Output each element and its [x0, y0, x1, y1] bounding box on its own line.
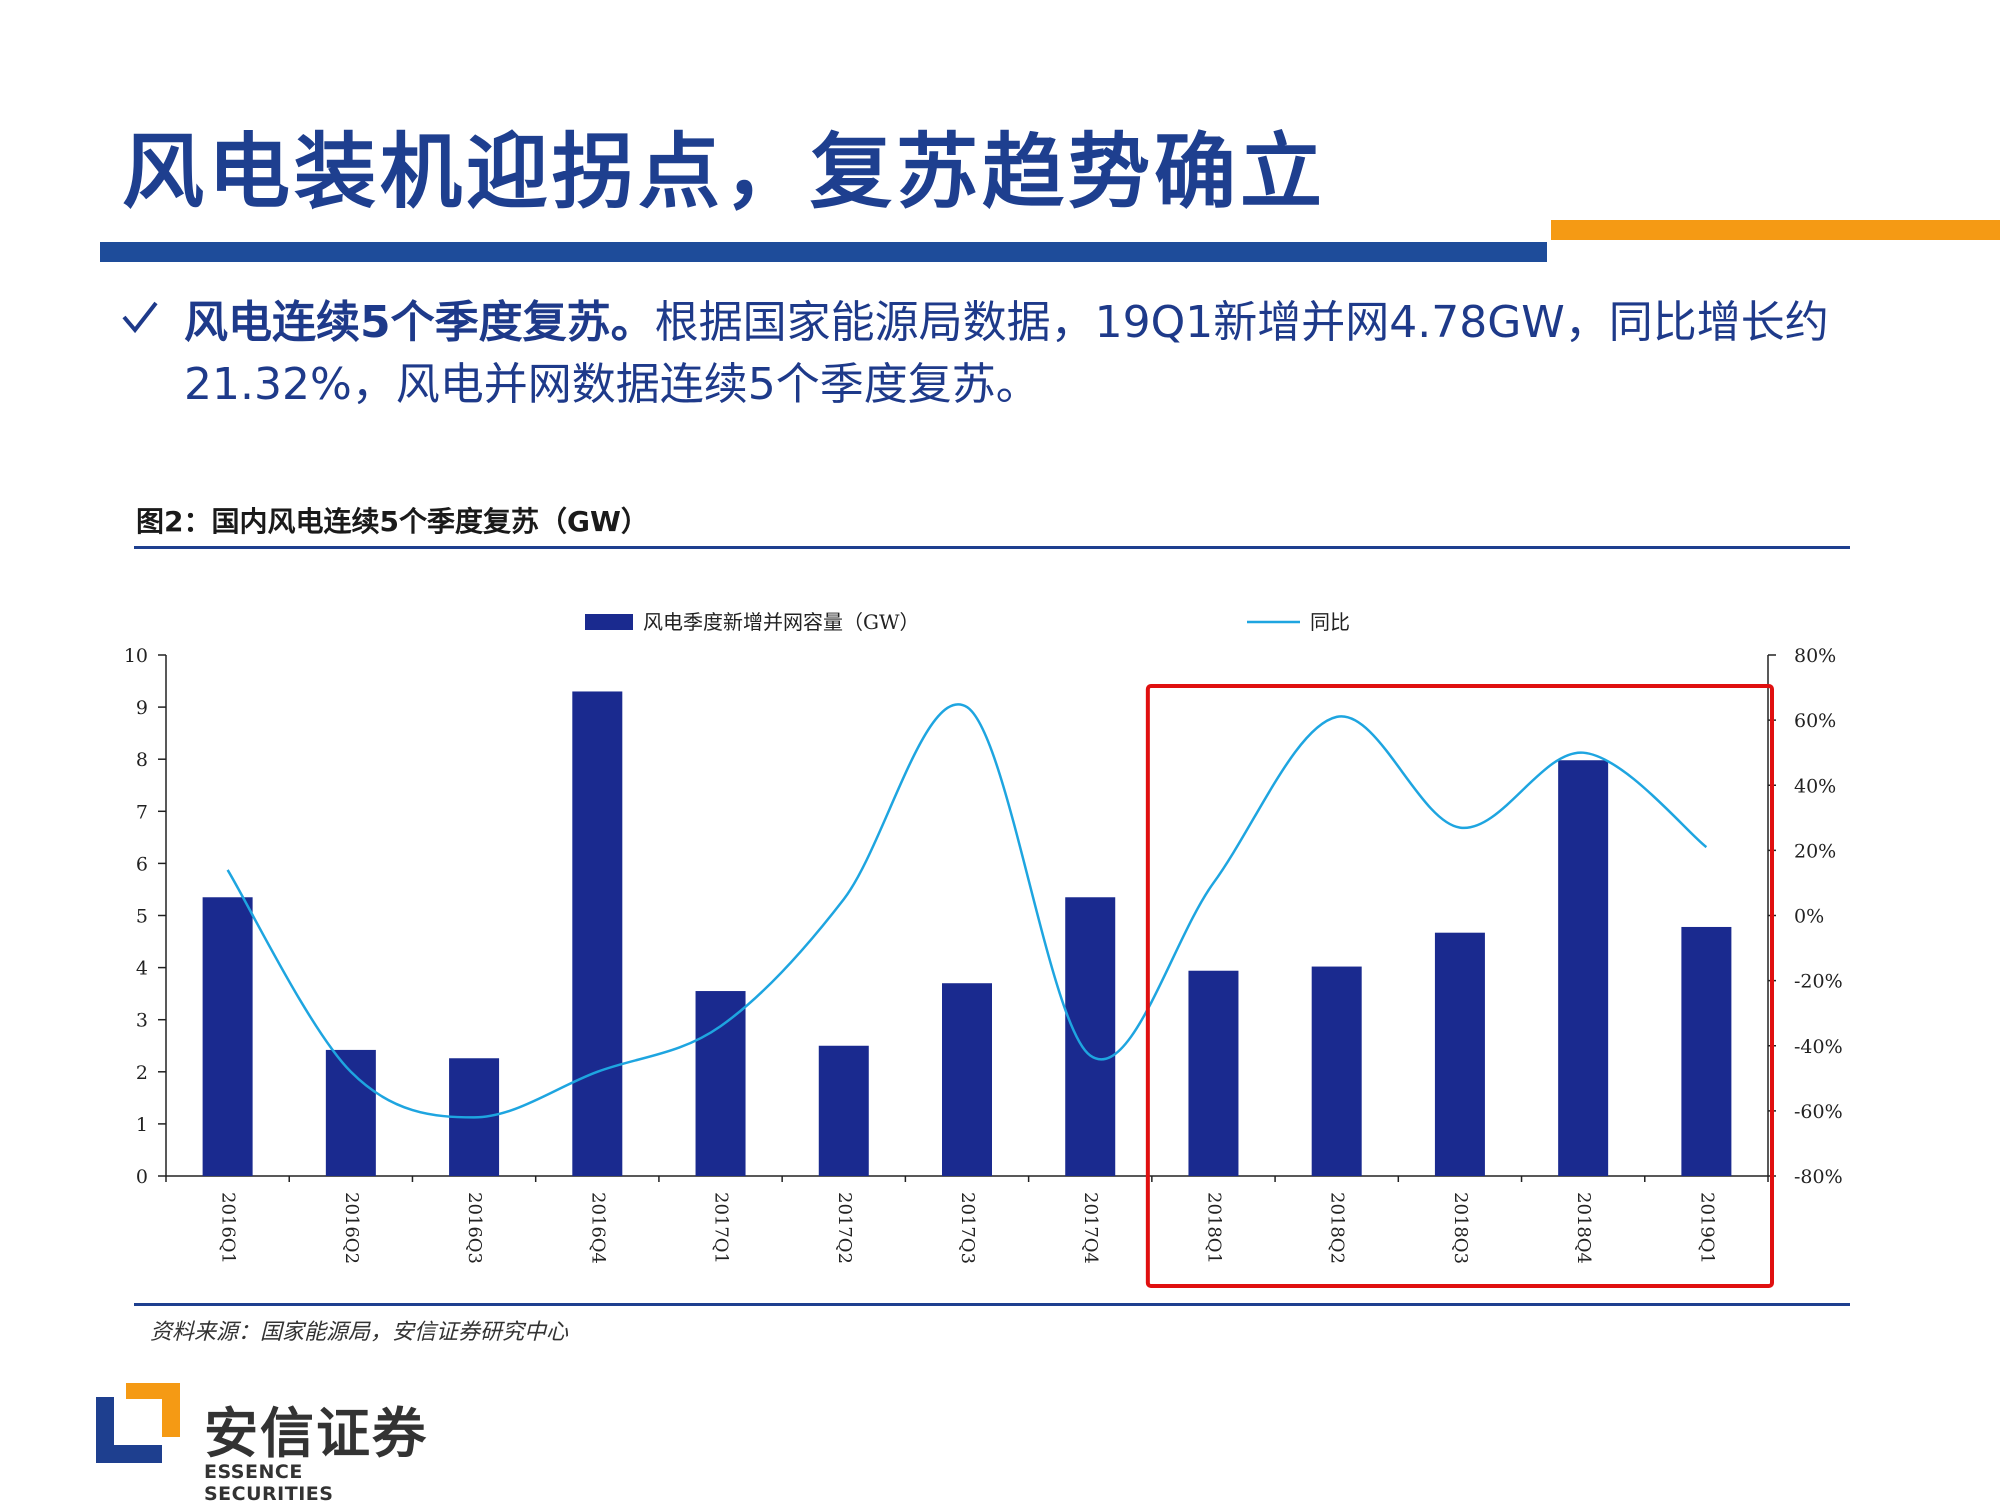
legend-line-label: 同比 — [1310, 610, 1350, 634]
logo-name-en: ESSENCE SECURITIES — [204, 1461, 334, 1505]
left-tick-label: 6 — [136, 853, 148, 875]
right-tick-label: 0% — [1794, 906, 1824, 928]
bullet-text: 风电连续5个季度复苏。根据国家能源局数据，19Q1新增并网4.78GW，同比增长… — [184, 292, 1880, 416]
category-label: 2017Q4 — [1080, 1192, 1101, 1264]
title-underline-orange — [1551, 220, 2000, 240]
right-tick-label: -60% — [1794, 1101, 1843, 1123]
slide-title: 风电装机迎拐点，复苏趋势确立 — [122, 124, 1327, 220]
category-label: 2017Q3 — [957, 1192, 978, 1264]
legend-bar-swatch — [585, 614, 633, 630]
category-label: 2018Q2 — [1327, 1192, 1348, 1264]
figure-title: 图2：国内风电连续5个季度复苏（GW） — [136, 505, 649, 538]
category-label: 2017Q2 — [834, 1192, 855, 1264]
source-note: 资料来源：国家能源局，安信证券研究中心 — [150, 1320, 569, 1345]
right-tick-label: 40% — [1794, 775, 1836, 797]
left-tick-label: 10 — [124, 645, 148, 667]
right-tick-label: 60% — [1794, 710, 1836, 732]
category-label: 2019Q1 — [1696, 1192, 1717, 1264]
bar — [572, 691, 623, 1176]
bar — [942, 983, 992, 1176]
checkmark-icon — [120, 292, 170, 354]
bullet-bold-text: 风电连续5个季度复苏。 — [184, 297, 655, 348]
company-logo: 安信证券 ESSENCE SECURITIES — [96, 1383, 436, 1505]
category-label: 2016Q3 — [464, 1192, 485, 1264]
left-tick-label: 9 — [136, 697, 148, 719]
bar — [202, 897, 253, 1176]
logo-mark-icon — [96, 1383, 180, 1463]
title-underline-blue — [100, 242, 1547, 262]
bar — [1065, 897, 1116, 1176]
left-tick-label: 0 — [136, 1166, 148, 1188]
bar — [1681, 926, 1732, 1176]
combo-chart: 0 1 2 3 4 5 6 7 8 9 10 -80% -60% -40% -20% 0% 20% 40% 60% 8… — [124, 610, 1843, 1288]
left-tick-label: 8 — [136, 749, 148, 771]
category-label: 2016Q2 — [341, 1192, 362, 1264]
right-tick-label: -40% — [1794, 1036, 1843, 1058]
bar — [1188, 970, 1239, 1176]
highlight-box — [1145, 684, 1775, 1288]
category-label: 2018Q1 — [1203, 1192, 1224, 1264]
bar — [325, 1049, 376, 1176]
bar — [695, 991, 746, 1176]
figure-rule-bottom — [134, 1303, 1850, 1306]
category-label: 2016Q4 — [587, 1192, 608, 1264]
category-label: 2018Q4 — [1573, 1192, 1594, 1264]
figure-rule-top — [134, 546, 1850, 549]
bar — [1311, 966, 1362, 1176]
bar — [818, 1045, 869, 1176]
left-tick-label: 4 — [136, 958, 148, 980]
left-tick-label: 5 — [136, 906, 148, 928]
left-tick-label: 3 — [136, 1010, 148, 1032]
category-label: 2017Q1 — [711, 1192, 732, 1264]
bar — [1434, 932, 1485, 1176]
bullet-body-text: 根据国家能源局数据，19Q1新增并网4.78GW，同比增长约21.32%，风电并… — [184, 297, 1829, 410]
legend-bar-label: 风电季度新增并网容量（GW） — [643, 610, 920, 634]
left-tick-label: 1 — [136, 1114, 148, 1136]
yoy-line — [226, 703, 1708, 1119]
right-tick-label: -20% — [1794, 971, 1843, 993]
left-tick-label: 2 — [136, 1062, 148, 1084]
category-label: 2018Q3 — [1450, 1192, 1471, 1264]
bullet-paragraph: 风电连续5个季度复苏。根据国家能源局数据，19Q1新增并网4.78GW，同比增长… — [120, 292, 1880, 416]
right-tick-label: -80% — [1794, 1166, 1843, 1188]
left-tick-label: 7 — [136, 801, 148, 823]
logo-name-cn: 安信证券 — [204, 1402, 428, 1465]
right-tick-label: 80% — [1794, 645, 1836, 667]
bar — [1558, 760, 1609, 1176]
category-label: 2016Q1 — [218, 1192, 239, 1264]
right-tick-label: 20% — [1794, 840, 1836, 862]
